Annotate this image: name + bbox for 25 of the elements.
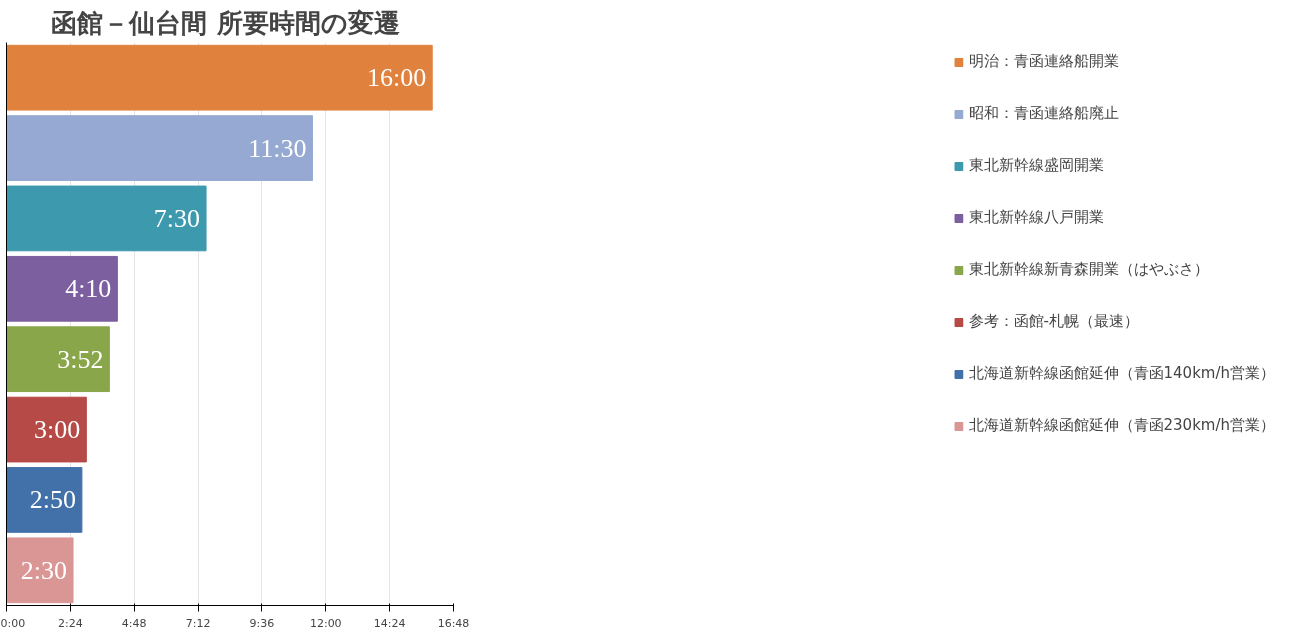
legend-label: 明治：青函連絡船開業 [968,52,1119,71]
data-label: 3:52 [57,344,104,374]
x-tick-label: 2:24 [58,616,83,630]
x-tick-label: 9:36 [249,616,275,630]
legend-label: 北海道新幹線函館延伸（青函230km/h営業） [968,416,1275,435]
x-tick-label: 7:12 [185,616,211,630]
data-label: 2:30 [20,555,68,585]
legend-label: 東北新幹線八戸開業 [968,208,1104,227]
data-label: 2:50 [29,485,76,515]
x-tick-label: 16:48 [437,616,470,630]
legend-label: 昭和：青函連絡船廃止 [968,104,1119,123]
x-tick-label: 0:00 [0,616,26,630]
x-tick-label: 4:48 [121,616,147,630]
data-label: 11:30 [248,133,307,163]
legend-label: 参考：函館-札幌（最速） [968,312,1139,331]
x-tick-label: 14:24 [373,616,406,630]
data-label: 4:10 [65,274,112,304]
legend-label: 東北新幹線盛岡開業 [968,156,1104,175]
data-label: 7:30 [153,203,201,233]
data-label: 16:00 [366,63,427,93]
data-label: 3:00 [34,415,81,445]
legend-label: 北海道新幹線函館延伸（青函140km/h営業） [968,364,1275,383]
chart-title: 函館－仙台間 所要時間の変遷 [51,7,400,38]
x-tick-label: 12:00 [309,616,342,630]
legend-label: 東北新幹線新青森開業（はやぶさ） [968,260,1209,279]
